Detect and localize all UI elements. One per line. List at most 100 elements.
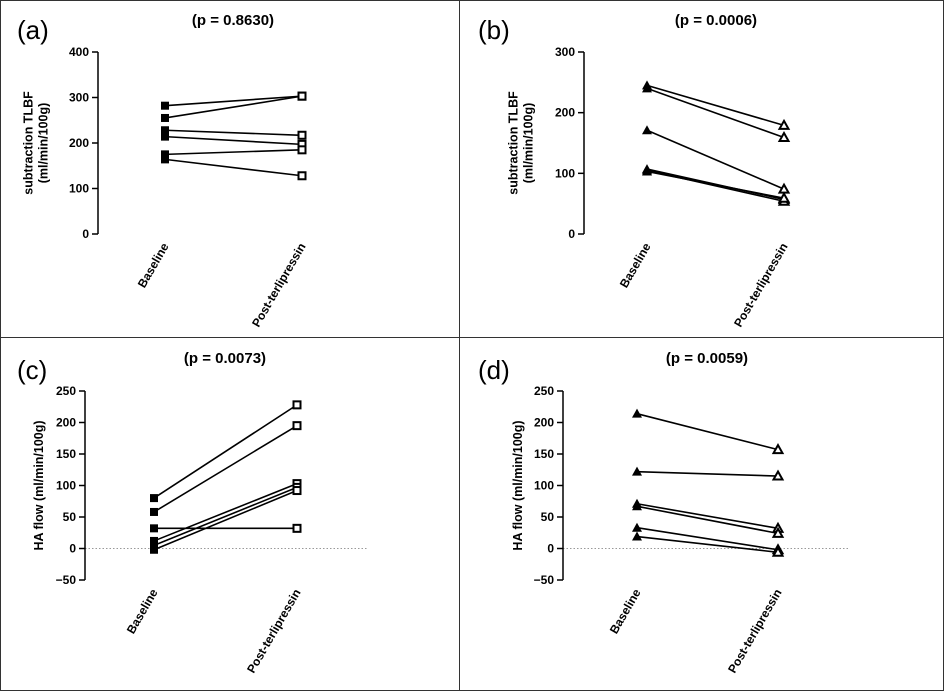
series-line [646,84,785,127]
post-terlipressin-marker [777,191,791,203]
series-line [153,486,298,547]
y-tick-label: 250 [534,384,554,398]
post-terlipressin-marker [771,469,785,481]
y-tick-label: 50 [63,510,77,524]
series-line [636,502,779,530]
series-line [646,129,785,190]
baseline-marker [161,126,169,135]
baseline-marker [161,155,169,164]
series-line [164,129,303,137]
baseline-marker [150,545,158,554]
series-line [164,135,303,146]
x-category-label: Baseline [124,586,161,636]
baseline-marker [632,501,642,511]
post-terlipressin-marker [297,130,307,140]
baseline-marker [632,531,642,541]
baseline-marker [150,541,158,550]
post-terlipressin-marker [777,118,791,130]
y-tick-label: 200 [56,416,76,430]
series-line [164,158,303,177]
chart-title: (p = 0.0073) [184,350,266,367]
y-axis-title: subtraction TLBF [507,91,521,195]
y-tick-label: 50 [541,510,555,524]
baseline-marker [632,522,642,532]
baseline-marker [632,466,642,476]
y-axis-title: HA flow (ml/min/100g) [32,420,46,550]
chart-title: (p = 0.8630) [192,12,274,29]
post-terlipressin-marker [292,400,302,410]
y-tick-label: 150 [534,447,554,461]
baseline-marker [161,101,169,110]
baseline-marker [642,125,652,135]
baseline-marker [161,132,169,141]
panel-label: (c) [17,355,47,385]
series-line [636,535,779,554]
x-category-label: Baseline [607,586,644,636]
x-category-label: Baseline [617,240,654,290]
y-tick-label: 300 [555,45,575,59]
series-line [646,87,785,139]
y-tick-label: −50 [56,573,77,587]
series-line [646,170,785,199]
series-line [636,470,779,477]
chart-title: (p = 0.0059) [666,350,748,367]
post-terlipressin-marker [297,91,307,101]
y-tick-label: 200 [534,416,554,430]
baseline-marker [161,113,169,122]
post-terlipressin-marker [292,421,302,431]
y-tick-label: 0 [568,227,575,241]
baseline-marker [150,524,158,533]
y-tick-label: 100 [69,182,89,196]
y-tick-label: 100 [56,479,76,493]
x-category-label: Post-terlipressin [249,241,308,330]
post-terlipressin-marker [297,145,307,155]
panel-label: (a) [17,15,49,45]
y-tick-label: 300 [69,91,89,105]
series-line [636,505,779,535]
series-line [153,424,298,513]
y-tick-label: 0 [69,542,76,556]
y-tick-label: 200 [555,106,575,120]
y-tick-label: 0 [82,227,89,241]
post-terlipressin-marker [777,182,791,194]
panel-label: (d) [478,355,510,385]
x-category-label: Baseline [135,240,172,290]
post-terlipressin-marker [771,545,785,557]
y-tick-label: 100 [555,166,575,180]
y-tick-label: 250 [56,384,76,398]
series-line [153,482,298,542]
series-line [153,489,298,551]
chart-title: (p = 0.0006) [675,12,757,29]
chart-panel-b: (b) (p = 0.0006) 0 100 200 300 subtraction TLB… [478,12,791,330]
post-terlipressin-marker [292,486,302,496]
post-terlipressin-marker [777,131,791,143]
y-axis-title: (ml/min/100g) [522,103,536,184]
series-line [164,149,303,156]
x-category-label: Post-terlipressin [244,587,303,676]
x-category-label: Post-terlipressin [725,587,784,676]
panel-frame-d [459,337,944,691]
y-tick-label: 0 [547,542,554,556]
chart-panel-d: (d) (p = 0.0059) −50 0 50 100 150 200 250 HA flow… [478,350,848,676]
series-line [153,404,298,499]
x-category-label: Post-terlipressin [731,241,790,330]
chart-panel-a: (a) (p = 0.8630) 0 100 200 300 400 subtraction … [17,12,309,330]
y-axis-title: HA flow (ml/min/100g) [511,420,525,550]
series-line [636,526,779,551]
post-terlipressin-marker [771,443,785,455]
baseline-marker [150,507,158,516]
baseline-marker [642,166,652,176]
chart-panel-c: (c) (p = 0.0073) −50 0 50 100 150 200 250 HA flow… [17,350,367,676]
series-line [636,412,779,451]
y-tick-label: 100 [534,479,554,493]
post-terlipressin-marker [292,523,302,533]
baseline-marker [161,150,169,159]
y-tick-label: 150 [56,447,76,461]
baseline-marker [642,83,652,93]
post-terlipressin-marker [297,171,307,181]
y-axis-title: subtraction TLBF [22,91,36,195]
baseline-marker [150,536,158,545]
series-line [164,95,303,107]
post-terlipressin-marker [771,526,785,538]
